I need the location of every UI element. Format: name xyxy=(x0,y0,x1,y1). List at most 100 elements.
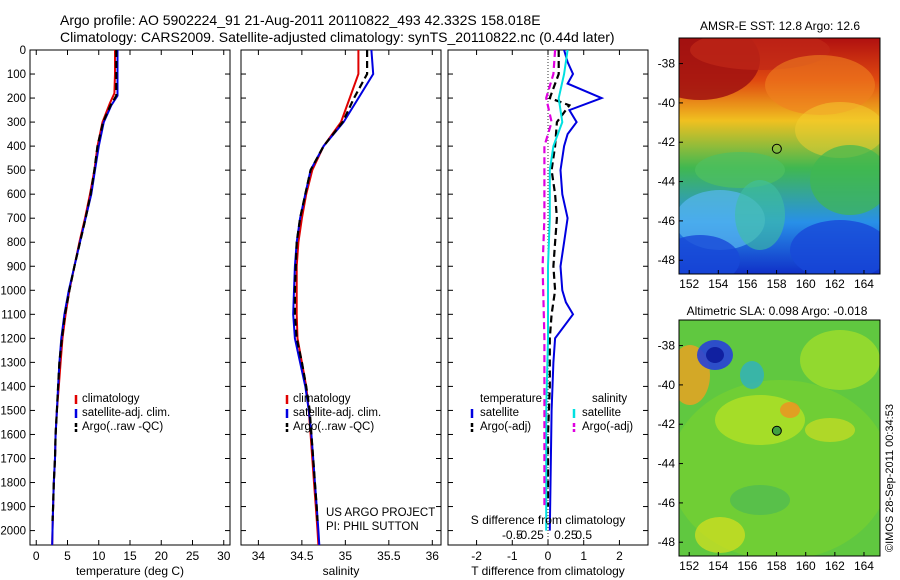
salinity-lines xyxy=(292,50,375,545)
difference-panel: -2 -1 0 1 2 -0.5-0.25 0.250.5 temperature satel… xyxy=(447,49,649,578)
salinity-legend: climatology satellite-adj. clim. Argo(..ra… xyxy=(285,393,381,433)
depth-tick-label: 1700 xyxy=(0,453,26,465)
legend-label: satellite-adj. clim. xyxy=(293,407,381,419)
map-y-tick-label: -40 xyxy=(658,378,676,392)
sst-map-panel: AMSR-E SST: 12.8 Argo: 12.6 152 154 156 158… xyxy=(658,19,881,291)
x-tick-label: 35 xyxy=(339,549,353,563)
legend-label: Argo(-adj) xyxy=(582,421,633,433)
x-tick-label: 34 xyxy=(252,549,266,563)
map-y-tick-label: -38 xyxy=(658,57,676,71)
map-y-tick-label: -42 xyxy=(658,417,676,431)
difference-x-label: T difference from climatology xyxy=(471,564,625,578)
map-x-tick-label: 158 xyxy=(767,559,787,573)
depth-tick-label: 1900 xyxy=(0,502,26,514)
depth-tick-label: 1000 xyxy=(0,285,26,297)
legend-label: satellite xyxy=(582,407,621,419)
depth-tick-label: 1800 xyxy=(0,478,26,490)
x-tick-label: 25 xyxy=(186,549,200,563)
map-x-tick-label: 154 xyxy=(708,559,728,573)
sla-argo-marker xyxy=(771,425,782,436)
map-x-tick-label: 164 xyxy=(854,277,874,291)
legend-heading: temperature xyxy=(480,393,542,405)
depth-tick-label: 200 xyxy=(7,93,26,105)
depth-tick-label: 800 xyxy=(7,237,26,249)
figure-title-line-1: Argo profile: AO 5902224_91 21-Aug-2011 … xyxy=(60,12,541,28)
map-x-tick-label: 152 xyxy=(679,559,699,573)
map-y-tick-label: -44 xyxy=(658,457,676,471)
secondary-tick-label: 0.25 xyxy=(554,528,578,542)
legend-label: satellite-adj. clim. xyxy=(82,407,170,419)
salinity-annotation-project: US ARGO PROJECT xyxy=(326,507,435,519)
sst-map-frame xyxy=(678,37,881,275)
depth-tick-label: 400 xyxy=(7,141,26,153)
x-tick-label: 5 xyxy=(64,549,71,563)
map-y-tick-label: -38 xyxy=(658,339,676,353)
figure-title-line-2: Climatology: CARS2009. Satellite-adjuste… xyxy=(60,29,615,45)
legend-heading: salinity xyxy=(592,393,627,405)
sla-map-title: Altimetric SLA: 0.098 Argo: -0.018 xyxy=(687,304,868,318)
x-tick-label: 15 xyxy=(123,549,137,563)
x-tick-label: -1 xyxy=(507,549,518,563)
x-tick-label: 1 xyxy=(580,549,587,563)
x-tick-label: 20 xyxy=(155,549,169,563)
map-x-tick-label: 164 xyxy=(854,559,874,573)
map-y-tick-label: -46 xyxy=(658,496,676,510)
temperature-panel: 0100200300400500600700800900100011001200… xyxy=(0,45,230,578)
temperature-legend: climatology satellite-adj. clim. Argo(..ra… xyxy=(74,393,170,433)
sla-map-frame xyxy=(678,319,881,557)
sla-map-panel: Altimetric SLA: 0.098 Argo: -0.018 152 15… xyxy=(658,304,881,573)
map-y-tick-label: -46 xyxy=(658,214,676,228)
map-x-tick-label: 152 xyxy=(679,277,699,291)
salinity-panel: 34 34.5 35 35.5 36 climatology satellite-adj.… xyxy=(240,49,442,578)
legend-label: climatology xyxy=(293,393,351,405)
depth-tick-label: 2000 xyxy=(0,526,26,538)
difference-legend: temperature satellite Argo(-adj) salinity sa… xyxy=(470,393,633,433)
map-y-tick-label: -42 xyxy=(658,135,676,149)
temperature-plot-area xyxy=(29,49,231,546)
x-tick-label: 36 xyxy=(426,549,440,563)
series-line-3 xyxy=(541,50,557,507)
difference-x-label-top: S difference from climatology xyxy=(471,513,626,527)
x-tick-label: 2 xyxy=(616,549,623,563)
temperature-x-ticks: 0 5 10 15 20 25 30 xyxy=(30,49,231,563)
depth-tick-label: 900 xyxy=(7,261,26,273)
x-tick-label: 10 xyxy=(92,549,106,563)
temperature-lines xyxy=(51,50,119,545)
x-tick-label: 30 xyxy=(217,549,231,563)
depth-tick-label: 1500 xyxy=(0,405,26,417)
series-line-0 xyxy=(548,50,605,531)
map-x-tick-label: 156 xyxy=(737,277,757,291)
x-tick-label: 34.5 xyxy=(290,549,314,563)
sst-field xyxy=(679,38,880,274)
depth-tick-label: 1300 xyxy=(0,357,26,369)
map-y-tick-label: -48 xyxy=(658,253,676,267)
map-y-tick-label: -48 xyxy=(658,535,676,549)
x-tick-label: 0 xyxy=(545,549,552,563)
secondary-tick-label: -0.5 xyxy=(502,528,523,542)
series-line-2 xyxy=(293,50,369,522)
secondary-tick-label: 0.5 xyxy=(575,528,592,542)
map-x-tick-label: 156 xyxy=(737,559,757,573)
difference-x-ticks: -2 -1 0 1 2 -0.5-0.25 0.250.5 xyxy=(448,49,648,563)
difference-lines xyxy=(541,50,605,545)
temperature-x-label: temperature (deg C) xyxy=(76,564,184,578)
depth-tick-label: 0 xyxy=(20,45,26,57)
depth-tick-label: 500 xyxy=(7,165,26,177)
salinity-plot-area xyxy=(240,49,442,546)
depth-tick-label: 300 xyxy=(7,117,26,129)
legend-label: climatology xyxy=(82,393,140,405)
depth-tick-label: 1200 xyxy=(0,333,26,345)
salinity-x-ticks: 34 34.5 35 35.5 36 xyxy=(241,49,441,563)
legend-label: Argo(..raw -QC) xyxy=(82,421,163,433)
map-x-tick-label: 160 xyxy=(796,559,816,573)
map-x-tick-label: 160 xyxy=(796,277,816,291)
salinity-annotation-pi: PI: PHIL SUTTON xyxy=(326,521,419,533)
sla-field xyxy=(679,320,880,556)
map-x-tick-label: 162 xyxy=(825,277,845,291)
sst-map-title: AMSR-E SST: 12.8 Argo: 12.6 xyxy=(700,19,860,33)
x-tick-label: 35.5 xyxy=(377,549,401,563)
map-y-tick-label: -40 xyxy=(658,96,676,110)
salinity-x-label: salinity xyxy=(323,564,360,578)
series-line-2 xyxy=(51,50,118,522)
